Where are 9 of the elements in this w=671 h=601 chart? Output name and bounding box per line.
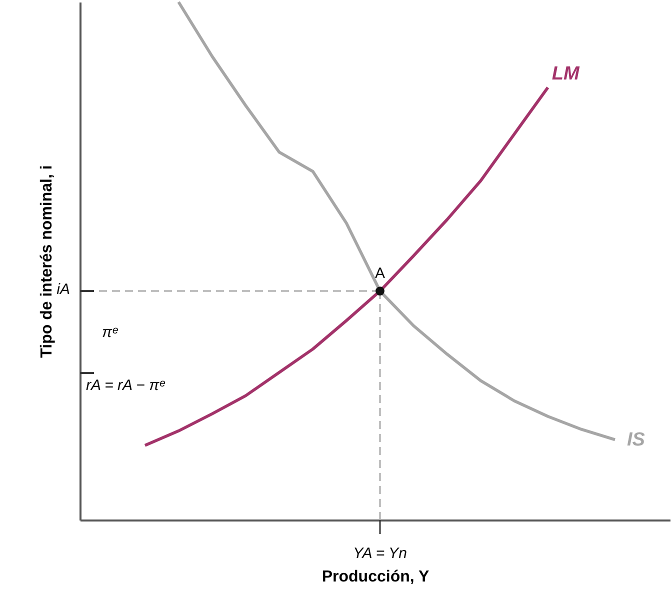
text: YA = Yn: [353, 545, 407, 562]
text: πᵉ: [102, 324, 118, 342]
x-axis-title: Producción, Y: [322, 568, 430, 586]
annotation: rA = rA − πᵉ: [86, 377, 166, 394]
series-label: IS: [627, 430, 646, 451]
y-axis-title: Tipo de interés nominal, i: [38, 165, 56, 358]
series-label: LM: [552, 63, 580, 84]
ref-line-label: iA: [56, 281, 70, 298]
annotation: A: [374, 265, 386, 282]
